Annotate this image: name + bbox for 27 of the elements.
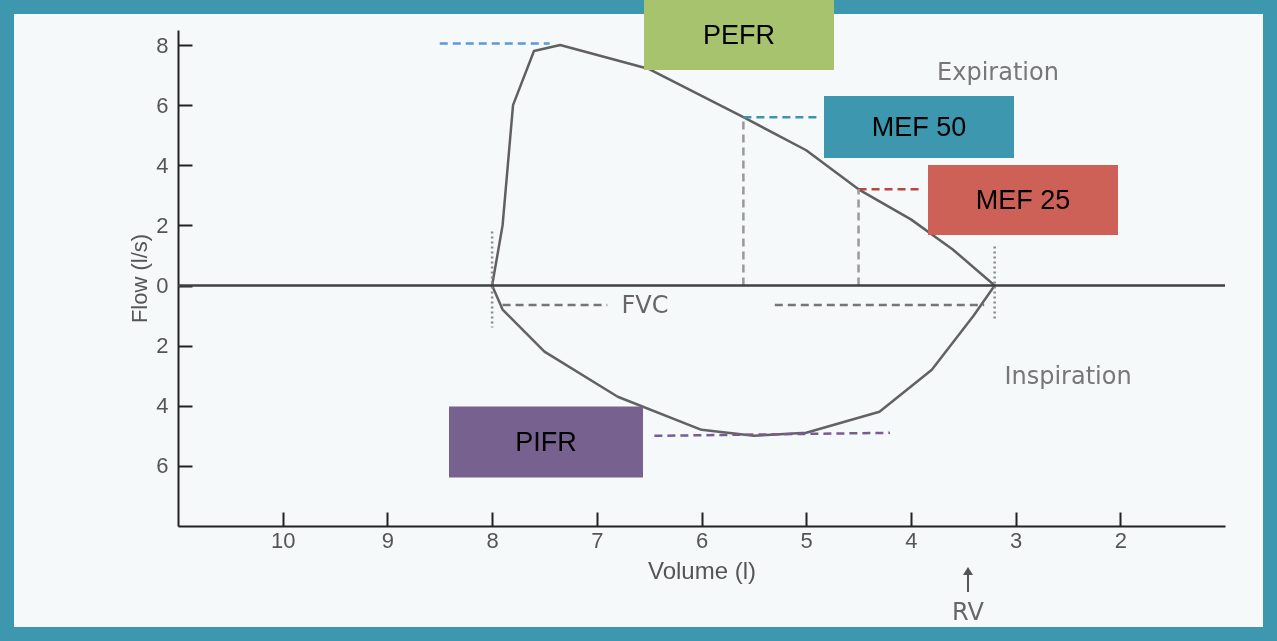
x-tick-label: 10 (270, 527, 296, 553)
x-tick-label: 4 (905, 527, 918, 553)
x-tick-label: 7 (591, 527, 604, 553)
y-tick-label: 4 (156, 393, 169, 419)
x-tick-label: 6 (695, 527, 709, 553)
y-tick-label: 8 (156, 32, 169, 58)
y-tick-label: 6 (156, 92, 169, 118)
annotation: Inspiration (1004, 362, 1132, 390)
y-tick-label: 2 (156, 333, 169, 359)
y-tick-label: 2 (156, 212, 169, 238)
y-tick-label: 6 (156, 453, 169, 479)
x-tick-label: 2 (1114, 527, 1127, 553)
x-tick-label: 5 (800, 527, 813, 553)
annotation: MEF 25 (975, 184, 1071, 215)
x-tick-label: 8 (486, 527, 499, 553)
x-tick-label: 3 (1009, 527, 1023, 553)
y-tick-label: 4 (156, 152, 169, 178)
x-axis-title: Volume (l) (647, 556, 757, 584)
annotation: Expiration (937, 58, 1059, 86)
y-tick-label: 0 (156, 273, 169, 299)
annotation: PIFR (515, 426, 577, 457)
annotation: FVC (621, 291, 669, 319)
annotation: PEFR (702, 19, 776, 50)
annotation: MEF 50 (871, 111, 967, 142)
text: RV (952, 598, 984, 626)
x-tick-label: 9 (381, 527, 395, 553)
y-axis-title: Flow (l/s) (127, 233, 153, 324)
